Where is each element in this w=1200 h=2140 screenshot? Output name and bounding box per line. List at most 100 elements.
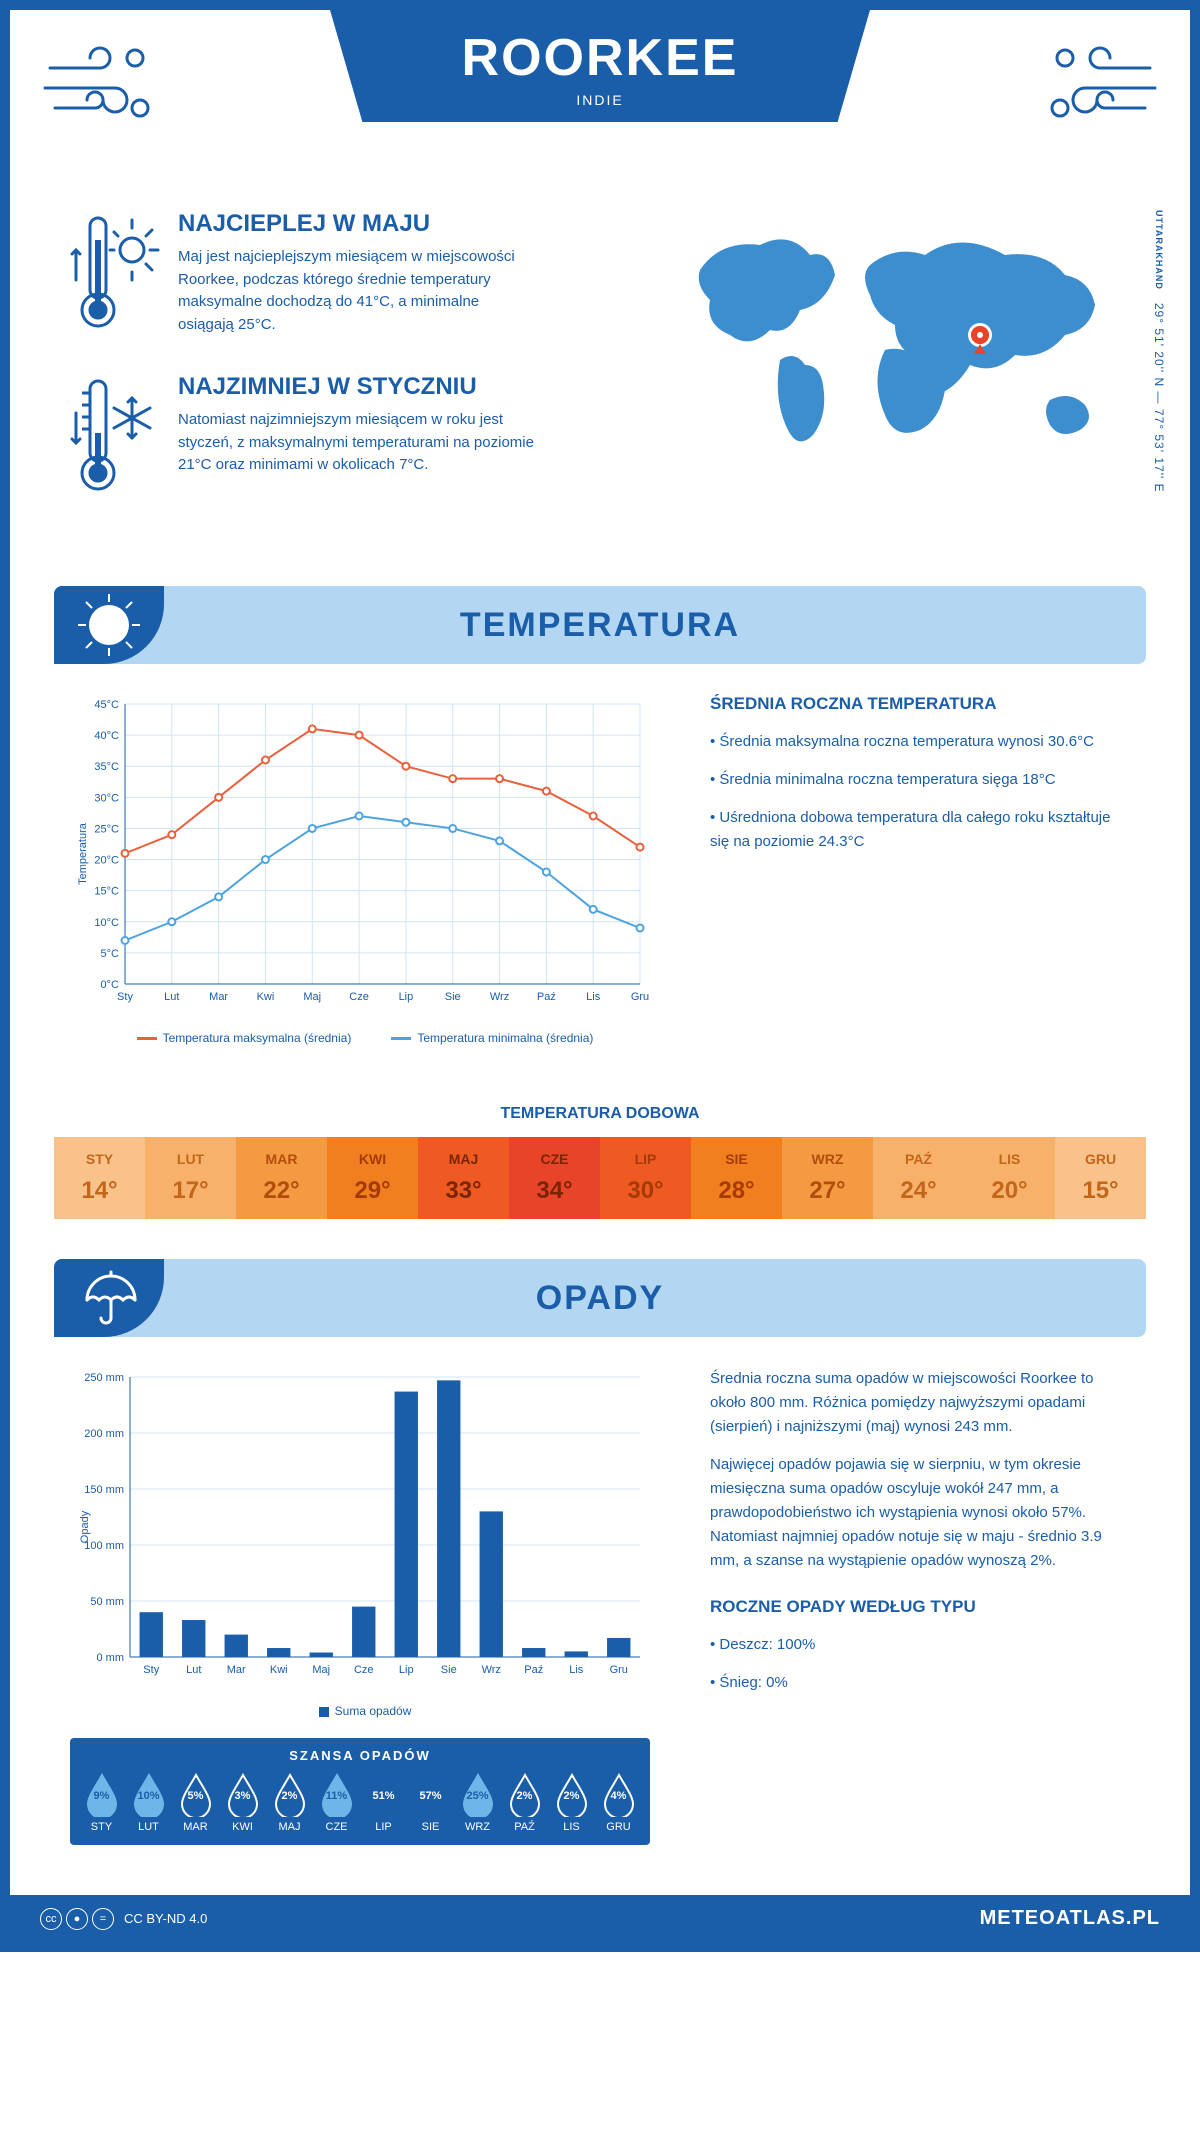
svg-text:Sie: Sie (445, 991, 461, 1003)
rain-chance-title: SZANSA OPADÓW (70, 1748, 650, 1763)
section-title-rain: OPADY (536, 1279, 664, 1318)
daily-temp-title: TEMPERATURA DOBOWA (10, 1105, 1190, 1123)
coords-label: UTTARAKHAND 29° 51' 20'' N — 77° 53' 17'… (1152, 210, 1166, 493)
raindrop-icon: 25% (461, 1773, 495, 1817)
svg-text:40°C: 40°C (94, 730, 119, 742)
svg-text:30°C: 30°C (94, 792, 119, 804)
sun-icon (54, 586, 164, 664)
intro-row: NAJCIEPLEJ W MAJU Maj jest najcieplejszy… (10, 190, 1190, 566)
svg-text:Lut: Lut (164, 991, 179, 1003)
thermometer-hot-icon (70, 210, 160, 345)
rain-paragraph: Średnia roczna suma opadów w miejscowośc… (710, 1367, 1130, 1439)
temp-bullet: • Uśredniona dobowa temperatura dla całe… (710, 806, 1130, 854)
rain-chance-item: 2% MAJ (273, 1773, 307, 1833)
heat-cell: GRU15° (1055, 1137, 1146, 1219)
city-title: ROORKEE (330, 28, 870, 88)
heat-cell: CZE34° (509, 1137, 600, 1219)
cc-icon: cc (40, 1908, 62, 1930)
temperature-chart-column: 0°C5°C10°C15°C20°C25°C30°C35°C40°C45°CSt… (70, 694, 660, 1045)
license-text: CC BY-ND 4.0 (124, 1911, 207, 1926)
rain-chance-item: 10% LUT (132, 1773, 166, 1833)
rain-chance-item: 57% SIE (414, 1773, 448, 1833)
svg-text:150 mm: 150 mm (84, 1484, 124, 1496)
svg-text:Mar: Mar (227, 1664, 246, 1676)
rain-body: 0 mm50 mm100 mm150 mm200 mm250 mmOpadySt… (10, 1367, 1190, 1875)
svg-text:15°C: 15°C (94, 886, 119, 898)
rain-chance-panel: SZANSA OPADÓW 9% STY 10% LUT 5% MAR 3% K… (70, 1738, 650, 1845)
rain-bar-chart: 0 mm50 mm100 mm150 mm200 mm250 mmOpadySt… (70, 1367, 650, 1687)
svg-text:Mar: Mar (209, 991, 228, 1003)
fact-hot: NAJCIEPLEJ W MAJU Maj jest najcieplejszy… (70, 210, 630, 345)
heat-cell: PAŹ24° (873, 1137, 964, 1219)
world-map: UTTARAKHAND 29° 51' 20'' N — 77° 53' 17'… (670, 210, 1130, 536)
rain-chance-item: 3% KWI (226, 1773, 260, 1833)
rain-chance-item: 9% STY (85, 1773, 119, 1833)
svg-text:Paź: Paź (524, 1664, 543, 1676)
heat-cell: LIS20° (964, 1137, 1055, 1219)
svg-text:Cze: Cze (354, 1664, 374, 1676)
rain-paragraph: Najwięcej opadów pojawia się w sierpniu,… (710, 1453, 1130, 1573)
svg-text:5°C: 5°C (101, 948, 120, 960)
rain-chance-item: 25% WRZ (461, 1773, 495, 1833)
temperature-line-chart: 0°C5°C10°C15°C20°C25°C30°C35°C40°C45°CSt… (70, 694, 650, 1014)
rain-text: Średnia roczna suma opadów w miejscowośc… (710, 1367, 1130, 1845)
rain-chance-item: 2% LIS (555, 1773, 589, 1833)
footer-license: cc ● = CC BY-ND 4.0 (40, 1908, 207, 1930)
svg-text:50 mm: 50 mm (90, 1596, 124, 1608)
svg-text:Temperatura: Temperatura (77, 822, 89, 885)
legend-max: Temperatura maksymalna (średnia) (163, 1031, 352, 1045)
raindrop-icon: 2% (273, 1773, 307, 1817)
svg-text:Opady: Opady (79, 1510, 91, 1543)
footer: cc ● = CC BY-ND 4.0 METEOATLAS.PL (10, 1895, 1190, 1942)
raindrop-icon: 51% (367, 1773, 401, 1817)
fact-cold: NAJZIMNIEJ W STYCZNIU Natomiast najzimni… (70, 373, 630, 508)
temperature-legend: Temperatura maksymalna (średnia) Tempera… (70, 1031, 660, 1045)
temp-bullet: • Średnia minimalna roczna temperatura s… (710, 768, 1130, 792)
raindrop-icon: 3% (226, 1773, 260, 1817)
svg-text:Wrz: Wrz (490, 991, 509, 1003)
temp-text-heading: ŚREDNIA ROCZNA TEMPERATURA (710, 694, 1130, 714)
wind-icon (1040, 38, 1160, 133)
legend-rain: Suma opadów (335, 1704, 412, 1718)
raindrop-icon: 9% (85, 1773, 119, 1817)
facts-column: NAJCIEPLEJ W MAJU Maj jest najcieplejszy… (70, 210, 630, 536)
heat-cell: MAR22° (236, 1137, 327, 1219)
raindrop-icon: 11% (320, 1773, 354, 1817)
legend-min: Temperatura minimalna (średnia) (417, 1031, 593, 1045)
heat-cell: SIE28° (691, 1137, 782, 1219)
section-bar-temperature: TEMPERATURA (54, 586, 1146, 664)
raindrop-icon: 5% (179, 1773, 213, 1817)
svg-text:0°C: 0°C (101, 979, 120, 991)
svg-text:Maj: Maj (312, 1664, 330, 1676)
svg-text:10°C: 10°C (94, 917, 119, 929)
section-title-temperature: TEMPERATURA (460, 606, 740, 645)
footer-site: METEOATLAS.PL (980, 1907, 1160, 1930)
svg-text:Kwi: Kwi (257, 991, 275, 1003)
fact-cold-text: Natomiast najzimniejszym miesiącem w rok… (178, 409, 538, 477)
heat-cell: MAJ33° (418, 1137, 509, 1219)
raindrop-icon: 2% (555, 1773, 589, 1817)
svg-text:Kwi: Kwi (270, 1664, 288, 1676)
section-bar-rain: OPADY (54, 1259, 1146, 1337)
raindrop-icon: 4% (602, 1773, 636, 1817)
svg-text:35°C: 35°C (94, 761, 119, 773)
nd-icon: = (92, 1908, 114, 1930)
fact-cold-title: NAJZIMNIEJ W STYCZNIU (178, 373, 538, 401)
svg-text:250 mm: 250 mm (84, 1372, 124, 1384)
temperature-body: 0°C5°C10°C15°C20°C25°C30°C35°C40°C45°CSt… (10, 694, 1190, 1075)
umbrella-icon (54, 1259, 164, 1337)
rain-chart-column: 0 mm50 mm100 mm150 mm200 mm250 mmOpadySt… (70, 1367, 660, 1845)
svg-text:Paź: Paź (537, 991, 556, 1003)
rain-type-bullet: • Deszcz: 100% (710, 1633, 1130, 1657)
by-icon: ● (66, 1908, 88, 1930)
svg-text:45°C: 45°C (94, 699, 119, 711)
temperature-text: ŚREDNIA ROCZNA TEMPERATURA • Średnia mak… (710, 694, 1130, 1045)
rain-chance-item: 5% MAR (179, 1773, 213, 1833)
heat-cell: KWI29° (327, 1137, 418, 1219)
title-banner: ROORKEE INDIE (330, 10, 870, 122)
raindrop-icon: 10% (132, 1773, 166, 1817)
svg-text:Lis: Lis (569, 1664, 584, 1676)
svg-text:Lip: Lip (399, 1664, 414, 1676)
svg-text:Sty: Sty (143, 1664, 159, 1676)
wind-icon (40, 38, 160, 133)
